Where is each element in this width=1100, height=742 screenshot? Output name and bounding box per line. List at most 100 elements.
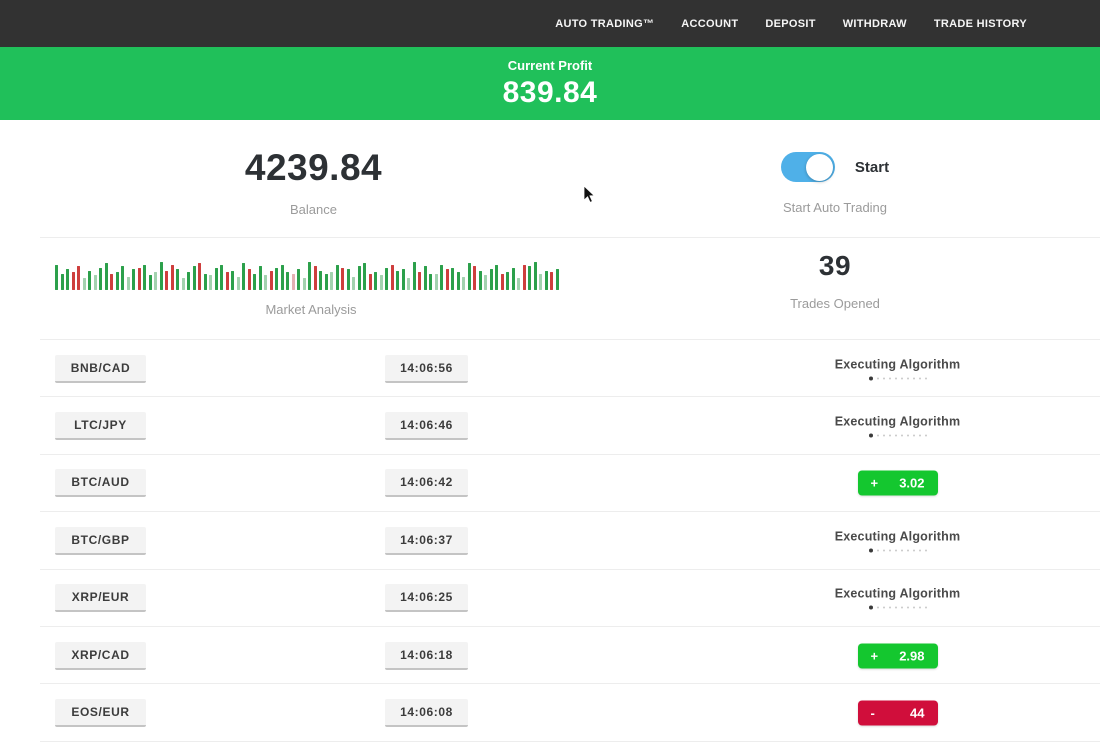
executing-progress-dots xyxy=(868,548,927,553)
candle-bar xyxy=(368,273,372,290)
trade-row: BNB/CAD 14:06:56 Executing Algorithm xyxy=(0,340,1100,398)
candle-bar xyxy=(528,266,531,290)
candle-bar xyxy=(225,272,229,290)
nav-item-account[interactable]: ACCOUNT xyxy=(681,17,739,30)
trade-time-badge: 14:06:42 xyxy=(385,469,468,498)
candle-bar xyxy=(429,273,432,290)
candle-bar xyxy=(363,263,366,290)
trade-row: XRP/EUR 14:06:25 Executing Algorithm xyxy=(0,570,1100,627)
candle-bar xyxy=(187,272,190,290)
candle-bar xyxy=(484,275,487,290)
trade-result-badge: +3.02 xyxy=(857,470,938,496)
candle-bar xyxy=(275,267,278,290)
candle-bar xyxy=(550,272,553,290)
trade-row: LTC/JPY 14:06:46 Executing Algorithm xyxy=(0,397,1100,455)
candle-bar xyxy=(462,276,465,290)
nav-item-withdraw[interactable]: WITHDRAW xyxy=(842,17,907,30)
candle-bar xyxy=(258,266,262,290)
candle-bar xyxy=(555,269,559,290)
section-divider xyxy=(40,339,1100,340)
candle-bar xyxy=(330,272,333,290)
trade-pair-badge: EOS/EUR xyxy=(55,699,146,728)
trade-status-cell: - 44 xyxy=(790,700,1005,726)
trade-status-cell: Executing Algorithm xyxy=(790,587,1005,610)
candle-bar xyxy=(412,261,416,290)
candle-bar xyxy=(126,276,130,290)
candle-bar xyxy=(456,272,460,290)
top-nav: AUTO TRADING™ ACCOUNT DEPOSIT WITHDRAW TRADE… xyxy=(0,0,1100,47)
current-profit-label: Current Profit xyxy=(507,57,593,73)
trade-pair-badge: XRP/CAD xyxy=(55,641,146,670)
trade-status-cell: Executing Algorithm xyxy=(790,415,1005,438)
trade-pair-badge: BTC/GBP xyxy=(55,526,146,555)
candle-bar xyxy=(418,272,421,290)
trade-row: BTC/GBP 14:06:37 Executing Algorithm xyxy=(0,512,1100,570)
executing-algorithm-label: Executing Algorithm xyxy=(834,414,961,429)
row-divider xyxy=(40,740,1100,742)
candle-bar xyxy=(231,270,234,290)
row-divider xyxy=(40,625,1100,627)
candle-bar xyxy=(104,263,108,290)
toggle-knob xyxy=(806,153,834,181)
trade-result-badge: - 44 xyxy=(857,700,938,726)
candle-bar xyxy=(66,269,69,290)
result-sign: + xyxy=(870,648,879,664)
trade-time-badge: 14:06:08 xyxy=(385,699,468,728)
market-analysis-chart xyxy=(55,260,567,290)
candle-bar xyxy=(159,261,163,290)
candle-bar xyxy=(137,267,141,290)
trade-status-cell: Executing Algorithm xyxy=(790,357,1005,381)
market-analysis-label: Market Analysis xyxy=(265,302,357,317)
candle-bar xyxy=(407,278,410,290)
candle-bar xyxy=(198,263,201,290)
profit-banner: Current Profit 839.84 xyxy=(0,47,1100,120)
candle-bar xyxy=(115,272,119,290)
trades-opened-block: 39 Trades Opened xyxy=(627,250,1043,311)
nav-item-trade-history[interactable]: TRADE HISTORY xyxy=(933,17,1027,30)
candle-bar xyxy=(390,264,394,290)
balance-value: 4239.84 xyxy=(244,147,383,188)
candle-bar xyxy=(522,264,526,290)
candle-bar xyxy=(357,266,361,290)
candle-bar xyxy=(302,278,306,290)
auto-trading-label: Start Auto Trading xyxy=(782,200,888,215)
trade-time-badge: 14:06:18 xyxy=(385,641,468,670)
nav-item-deposit[interactable]: DEPOSIT xyxy=(765,17,816,30)
nav-item-auto-trading[interactable]: AUTO TRADING™ xyxy=(555,17,655,30)
candle-bar xyxy=(71,272,75,290)
candle-bar xyxy=(297,269,300,290)
trade-pair-badge: XRP/EUR xyxy=(55,584,146,613)
candle-bar xyxy=(379,275,383,290)
result-amount: 44 xyxy=(910,705,925,721)
trade-time-badge: 14:06:25 xyxy=(385,584,468,613)
candle-bar xyxy=(396,270,399,290)
candle-bar xyxy=(181,278,185,290)
market-analysis-block: Market Analysis xyxy=(55,260,567,317)
candle-bar xyxy=(253,273,256,290)
trade-time-badge: 14:06:46 xyxy=(385,412,468,441)
auto-trading-toggle[interactable] xyxy=(780,152,835,182)
balance-section: 4239.84 Balance Start Start Auto Trading xyxy=(0,120,1100,238)
candle-bar xyxy=(132,269,135,290)
candle-bar xyxy=(374,272,377,290)
candle-bar xyxy=(220,264,223,290)
current-profit-value: 839.84 xyxy=(502,75,598,109)
result-sign: + xyxy=(870,475,879,491)
result-amount: 3.02 xyxy=(899,475,925,491)
candle-bar xyxy=(242,263,245,290)
candle-bar xyxy=(236,276,240,290)
candle-bar xyxy=(209,275,212,290)
candle-bar xyxy=(544,270,548,290)
candle-bar xyxy=(467,263,471,290)
trade-pair-badge: BNB/CAD xyxy=(55,354,146,383)
candle-bar xyxy=(341,267,344,290)
candle-bar xyxy=(489,269,493,290)
executing-algorithm-label: Executing Algorithm xyxy=(834,357,961,372)
executing-progress-dots xyxy=(868,376,927,381)
trade-status-cell: +2.98 xyxy=(790,643,1005,669)
candle-bar xyxy=(154,272,157,290)
section-divider xyxy=(40,237,1100,238)
candle-bar xyxy=(445,269,449,290)
market-analysis-section: Market Analysis 39 Trades Opened xyxy=(0,238,1100,340)
